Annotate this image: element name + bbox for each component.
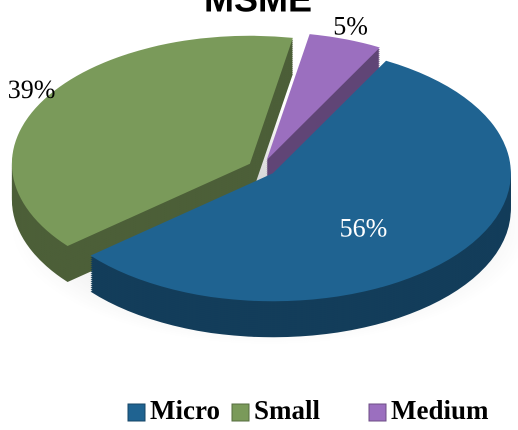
slice <box>11 35 293 247</box>
data-label: 39% <box>8 75 56 104</box>
slice-group <box>90 60 511 338</box>
legend-label: Medium <box>391 395 489 425</box>
data-label: 56% <box>340 213 388 242</box>
data-label: 5% <box>333 12 368 41</box>
legend-label: Micro <box>150 395 220 425</box>
legend-swatch <box>127 403 146 422</box>
legend-swatch <box>368 403 387 422</box>
slice-group <box>11 35 293 283</box>
chart-title: MSME <box>204 0 312 20</box>
slice <box>266 34 380 161</box>
legend-swatch <box>231 403 250 422</box>
slice <box>90 60 511 302</box>
legend-label: Small <box>254 395 321 425</box>
